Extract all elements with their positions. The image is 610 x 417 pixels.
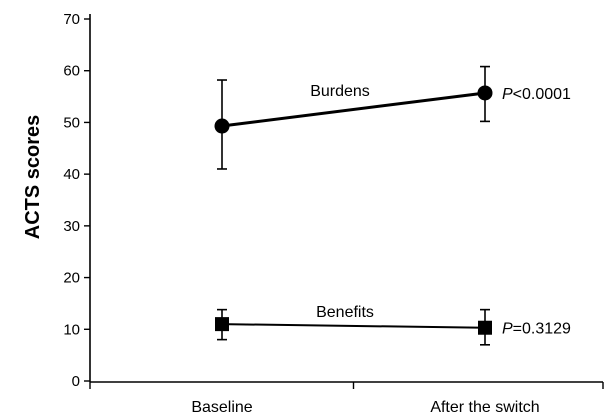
series-benefits: Benefits P=0.3129 [215, 304, 571, 346]
x-tick-label: Baseline [191, 399, 252, 416]
data-point [477, 85, 493, 101]
y-tick-label: 0 [72, 373, 80, 390]
data-point [215, 317, 229, 332]
p-value-label: P=0.3129 [502, 321, 571, 338]
y-tick-label: 70 [63, 11, 80, 28]
y-tick-label: 20 [63, 270, 80, 287]
x-tick-label: After the switch [430, 399, 539, 416]
y-tick-label: 30 [63, 218, 80, 235]
y-tick-label: 60 [63, 63, 80, 80]
series-label: Benefits [316, 304, 374, 321]
data-point [478, 320, 492, 335]
series-burdens: Burdens P<0.0001 [214, 65, 571, 170]
series-line [221, 91, 486, 128]
y-axis-label: ACTS scores [22, 115, 44, 240]
series-line [221, 323, 486, 329]
axes: 0 10 20 30 40 50 60 70 Baseline After the switch [63, 11, 604, 416]
chart-marks: Burdens P<0.0001 Benefits P=0.3129 [214, 65, 571, 346]
data-point [214, 118, 230, 134]
y-tick-label: 10 [63, 321, 80, 338]
series-label: Burdens [310, 83, 370, 100]
y-tick-label: 40 [63, 166, 80, 183]
p-value-label: P<0.0001 [502, 86, 571, 103]
y-tick-label: 50 [63, 114, 80, 131]
